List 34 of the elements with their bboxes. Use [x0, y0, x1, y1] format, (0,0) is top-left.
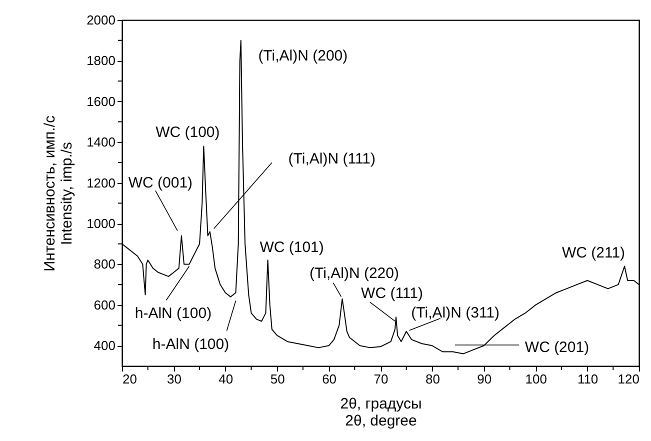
x-tick-label: 120 [618, 372, 640, 386]
x-tick-label: 90 [477, 372, 492, 386]
x-tick-label: 110 [577, 372, 598, 386]
annotation: h-AlN (100) [134, 305, 212, 322]
y-axis-title: Интенсивность, имп./с Intensity, imp./s [42, 114, 76, 272]
annotation: (Ti,Al)N (200) [258, 47, 348, 64]
x-tick-label: 40 [218, 372, 234, 386]
annotation: WC (100) [156, 124, 220, 142]
annotation: WC (001) [128, 174, 193, 192]
annotation: (Ti,Al)N (311) [411, 304, 500, 322]
annotation: (Ti,Al)N (220) [310, 264, 399, 282]
y-tick-label: 1600 [86, 94, 116, 109]
y-tick-label: 800 [94, 256, 116, 272]
annotation: WC (211) [562, 244, 626, 262]
annotation: h-AlN (100) [152, 336, 230, 353]
x-tick-label: 50 [270, 372, 285, 386]
x-tick-label: 80 [425, 372, 440, 386]
y-tick-label: 1400 [86, 134, 116, 150]
annotation: WC (101) [260, 239, 324, 256]
y-tick-label: 1200 [86, 175, 116, 190]
annotation: WC (111) [361, 285, 423, 302]
annotation: WC (201) [524, 339, 590, 356]
x-tick-label: 100 [525, 372, 547, 386]
x-axis-title: 2θ, градусы 2θ, degree [340, 396, 422, 430]
x-tick-label: 60 [322, 372, 337, 386]
y-tick-label: 2000 [86, 12, 116, 28]
y-tick-label: 1000 [86, 216, 116, 232]
y-tick-label: 1800 [86, 53, 116, 68]
annotation: (Ti,Al)N (111) [288, 150, 376, 168]
x-tick-label: 20 [122, 372, 137, 386]
y-tick-label: 600 [94, 297, 116, 312]
y-tick-label: 400 [94, 338, 116, 354]
x-tick-label: 30 [166, 372, 182, 386]
x-tick-label: 70 [374, 372, 388, 386]
